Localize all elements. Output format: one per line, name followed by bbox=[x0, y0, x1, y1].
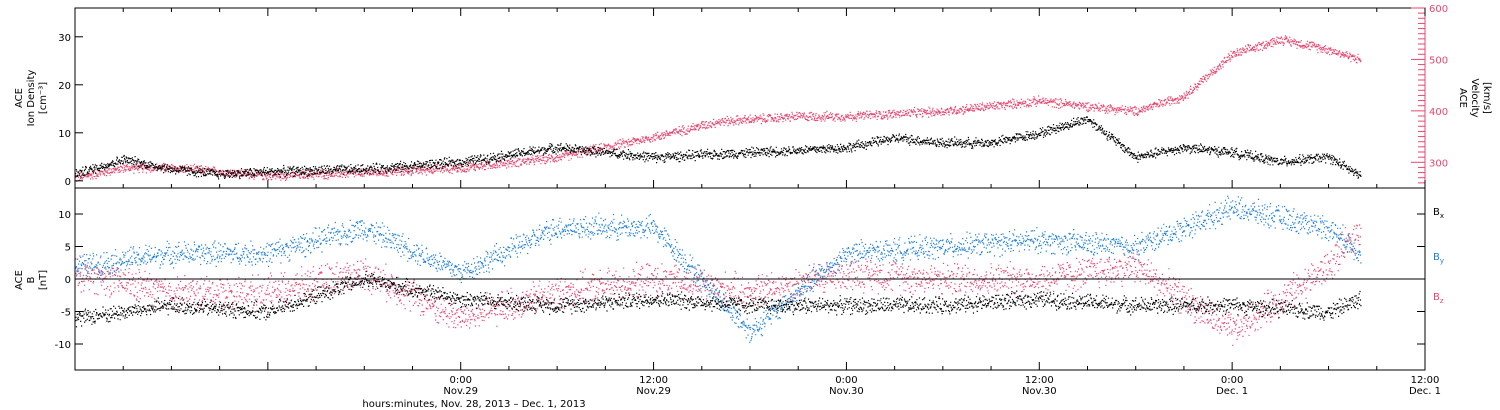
x-tick-date-4: Dec. 1 bbox=[1216, 386, 1248, 397]
velocity-tick-label-2: 500 bbox=[1429, 55, 1448, 66]
x-tick-date-1: Nov.29 bbox=[636, 386, 671, 397]
velocity-tick-label-3: 600 bbox=[1429, 4, 1448, 15]
b-tick-label-1: -5 bbox=[61, 308, 71, 319]
bz-series-points bbox=[75, 224, 1362, 346]
velocity-axis-label-2: [km/s] bbox=[1481, 82, 1492, 114]
velocity-axis-label-1: Velocity bbox=[1469, 78, 1480, 117]
legend-By: By bbox=[1433, 252, 1444, 265]
x-tick-date-5: Dec. 1 bbox=[1409, 386, 1441, 397]
density-axis-label-2: [cm⁻³] bbox=[38, 82, 49, 114]
bx-series-points bbox=[75, 270, 1362, 328]
time-axis: 0:00Nov.2912:00Nov.290:00Nov.3012:00Nov.… bbox=[74, 8, 1441, 397]
density-series-points bbox=[75, 116, 1362, 180]
density-series bbox=[75, 116, 1362, 180]
bz-series bbox=[75, 224, 1362, 346]
b-tick-label-0: -10 bbox=[55, 340, 71, 351]
b-tick-label-2: 0 bbox=[65, 275, 71, 286]
bottom-panel-magnetic-field: -10 -5 0 5 10 ACE B [nT] Bx By Bz bbox=[14, 187, 1444, 371]
x-tick-date-2: Nov.30 bbox=[829, 386, 864, 397]
legend-Bx: Bx bbox=[1433, 207, 1444, 220]
density-tick-label-3: 30 bbox=[58, 33, 71, 44]
x-tick-time-2: 0:00 bbox=[835, 375, 857, 386]
b-axis-label-1: B bbox=[26, 276, 37, 283]
velocity-tick-label-1: 400 bbox=[1429, 107, 1448, 118]
x-tick-time-1: 12:00 bbox=[639, 375, 668, 386]
density-axis-label-1: Ion Density bbox=[26, 70, 37, 127]
density-tick-label-2: 20 bbox=[58, 81, 71, 92]
x-tick-date-0: Nov.29 bbox=[443, 386, 478, 397]
density-tick-label-1: 10 bbox=[58, 129, 71, 140]
x-tick-time-3: 12:00 bbox=[1025, 375, 1054, 386]
density-axis-label-0: ACE bbox=[14, 88, 25, 108]
legend-Bz: Bz bbox=[1433, 292, 1444, 305]
top-panel-frame bbox=[74, 7, 1426, 189]
x-tick-time-5: 12:00 bbox=[1411, 375, 1440, 386]
x-tick-time-0: 0:00 bbox=[449, 375, 471, 386]
velocity-series-points bbox=[75, 35, 1362, 183]
velocity-axis-label-0: ACE bbox=[1457, 88, 1468, 108]
velocity-series bbox=[75, 35, 1362, 183]
b-axis-label-0: ACE bbox=[14, 270, 25, 290]
x-tick-time-4: 0:00 bbox=[1221, 375, 1243, 386]
b-axis-label-2: [nT] bbox=[38, 270, 49, 290]
x-tick-date-3: Nov.30 bbox=[1022, 386, 1057, 397]
bx-series bbox=[75, 270, 1362, 328]
x-axis-label: hours:minutes, Nov. 28, 2013 – Dec. 1, 2… bbox=[362, 399, 585, 410]
b-tick-label-4: 10 bbox=[58, 210, 71, 221]
density-tick-label-0: 0 bbox=[65, 177, 71, 188]
b-tick-label-3: 5 bbox=[65, 243, 71, 254]
velocity-tick-label-0: 300 bbox=[1429, 158, 1448, 169]
